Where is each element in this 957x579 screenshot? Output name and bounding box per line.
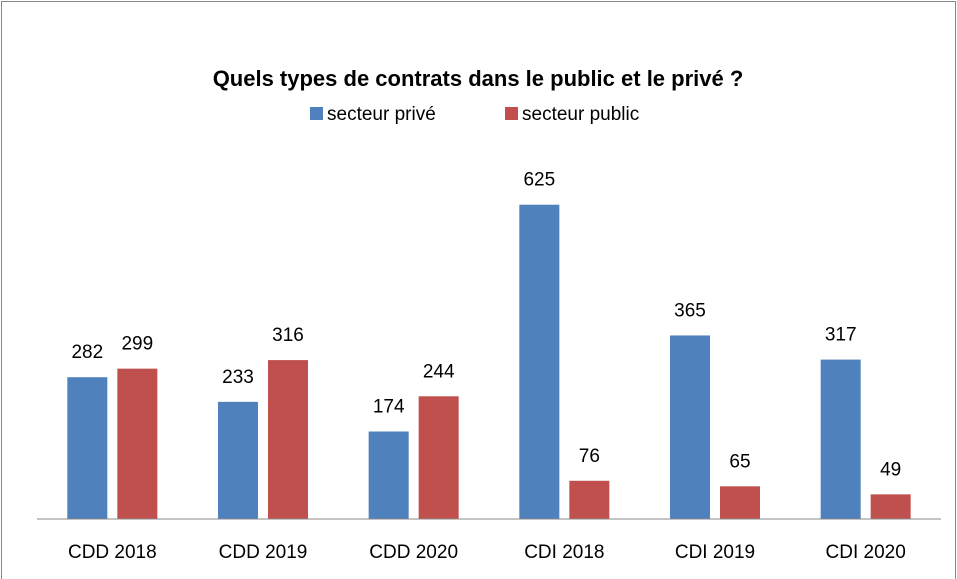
bar — [519, 204, 560, 519]
bar — [418, 396, 459, 519]
chart-title: Quels types de contrats dans le public e… — [213, 66, 744, 91]
data-label: 316 — [272, 325, 304, 346]
data-label: 233 — [222, 367, 254, 388]
x-tick-label: CDI 2019 — [675, 542, 755, 563]
data-label: 49 — [880, 459, 901, 480]
data-label: 76 — [579, 446, 600, 467]
legend-label: secteur public — [522, 104, 639, 125]
x-tick-label: CDD 2019 — [219, 542, 308, 563]
data-label: 244 — [423, 361, 455, 382]
bar — [368, 431, 409, 519]
bar — [720, 486, 760, 519]
data-label: 282 — [71, 342, 103, 363]
data-label: 65 — [729, 451, 750, 472]
bar — [569, 480, 610, 519]
bar — [117, 368, 158, 519]
x-tick-label: CDD 2020 — [369, 542, 458, 563]
legend-swatch — [505, 107, 518, 120]
legend-swatch — [310, 107, 323, 120]
bar — [870, 494, 911, 519]
bar — [670, 335, 710, 519]
bar — [218, 401, 258, 519]
x-tick-label: CDD 2018 — [68, 542, 157, 563]
x-tick-label: CDI 2018 — [524, 542, 604, 563]
x-tick-label: CDI 2020 — [826, 542, 906, 563]
data-label: 317 — [825, 325, 857, 346]
data-label: 365 — [674, 300, 706, 321]
data-label: 174 — [373, 397, 405, 418]
data-label: 299 — [121, 334, 153, 355]
bar — [268, 360, 308, 519]
bar — [820, 359, 861, 519]
bar — [67, 377, 108, 519]
data-label: 625 — [523, 170, 555, 191]
legend-label: secteur privé — [327, 104, 436, 125]
